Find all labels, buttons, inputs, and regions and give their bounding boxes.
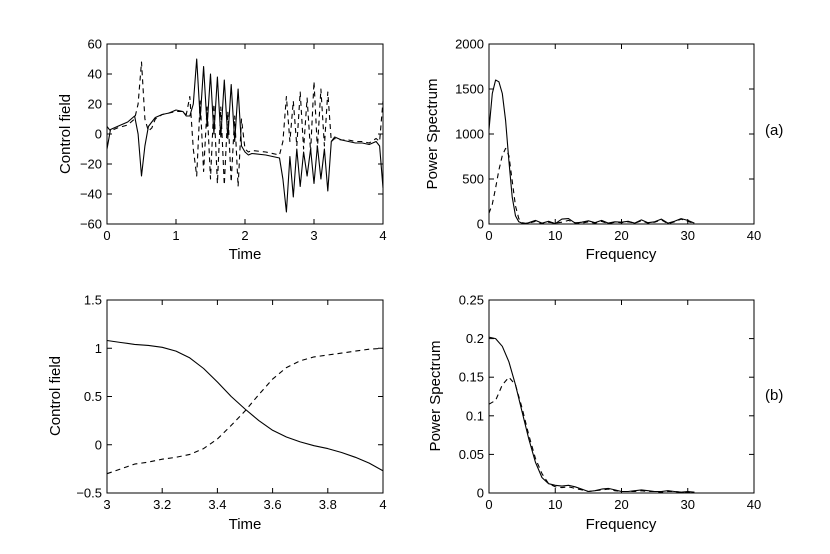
series-line-dashed [106, 347, 384, 475]
y-tick-label: −60 [80, 217, 102, 232]
y-axis-label: Control field [47, 356, 64, 436]
series-line-dashed [488, 147, 695, 225]
x-tick-label: 10 [548, 228, 562, 243]
y-tick-label: 20 [88, 97, 102, 112]
x-tick-label: 0 [485, 497, 492, 512]
x-tick-label: 3.4 [208, 497, 226, 512]
y-tick-label: 1.5 [84, 293, 102, 308]
series-line-dashed [488, 376, 695, 493]
axes-frame [488, 43, 755, 225]
x-tick-label: 3 [103, 497, 110, 512]
series-line-solid [106, 339, 384, 472]
y-tick-label: 60 [88, 37, 102, 52]
x-tick-label: 40 [747, 228, 761, 243]
x-axis-label: Time [229, 246, 262, 263]
x-tick-label: 0 [485, 228, 492, 243]
x-tick-label: 30 [681, 497, 695, 512]
plot-a-time: 0 1 2 3 4 −60 −40 −20 0 20 40 60 Time Control field [57, 37, 387, 264]
x-tick-label: 4 [379, 228, 386, 243]
panel-label-b: (b) [765, 387, 783, 404]
y-tick-label: 0 [95, 437, 102, 452]
y-tick-label: −40 [80, 187, 102, 202]
series-line-solid [106, 58, 384, 213]
x-tick-label: 30 [681, 228, 695, 243]
plot-a-frequency: 0 10 20 30 40 0 500 1000 1500 2000 Frequency Power … [424, 37, 761, 264]
plot-b-time: 3 3.2 3.4 3.6 3.8 4 −0.5 0 0.5 1 1.5 Time Control fi… [47, 293, 387, 534]
y-tick-label: 0 [95, 127, 102, 142]
y-tick-label: 0.5 [84, 389, 102, 404]
axes-frame [488, 299, 755, 494]
series-line-solid [488, 336, 695, 493]
x-tick-label: 3.8 [319, 497, 337, 512]
x-axis-label: Time [229, 516, 262, 533]
y-tick-label: 0 [477, 217, 484, 232]
x-axis-label: Frequency [586, 246, 657, 263]
y-tick-label: 0.1 [466, 408, 484, 423]
x-tick-label: 20 [614, 497, 628, 512]
y-tick-label: 0.25 [459, 293, 484, 308]
y-tick-label: −20 [80, 157, 102, 172]
x-axis-label: Frequency [586, 516, 657, 533]
plot-b-frequency: 0 10 20 30 40 0 0.05 0.1 0.15 0.2 0.25 Frequency Pow… [427, 293, 761, 534]
y-tick-label: 2000 [455, 37, 484, 52]
y-axis-label: Power Spectrum [424, 79, 441, 190]
axes-frame [106, 43, 384, 225]
y-tick-label: 40 [88, 67, 102, 82]
y-tick-label: 1000 [455, 127, 484, 142]
x-tick-label: 10 [548, 497, 562, 512]
y-axis-label: Control field [57, 94, 74, 174]
y-tick-label: 1500 [455, 82, 484, 97]
x-tick-label: 4 [379, 497, 386, 512]
series-line-solid [488, 79, 695, 225]
y-tick-label: 0.05 [459, 447, 484, 462]
y-tick-label: 500 [462, 172, 484, 187]
x-tick-label: 1 [172, 228, 179, 243]
axes-frame [106, 299, 384, 494]
x-tick-label: 3 [310, 228, 317, 243]
x-tick-label: 2 [241, 228, 248, 243]
y-tick-label: 0 [477, 486, 484, 501]
series-line-dashed [106, 61, 384, 188]
x-tick-label: 0 [103, 228, 110, 243]
y-tick-label: −0.5 [76, 486, 102, 501]
x-tick-label: 40 [747, 497, 761, 512]
panel-label-a: (a) [765, 122, 783, 139]
y-tick-label: 0.2 [466, 331, 484, 346]
y-tick-label: 1 [95, 341, 102, 356]
x-tick-label: 3.6 [264, 497, 282, 512]
x-tick-label: 3.2 [153, 497, 171, 512]
y-tick-label: 0.15 [459, 370, 484, 385]
y-axis-label: Power Spectrum [427, 341, 444, 452]
x-tick-label: 20 [614, 228, 628, 243]
